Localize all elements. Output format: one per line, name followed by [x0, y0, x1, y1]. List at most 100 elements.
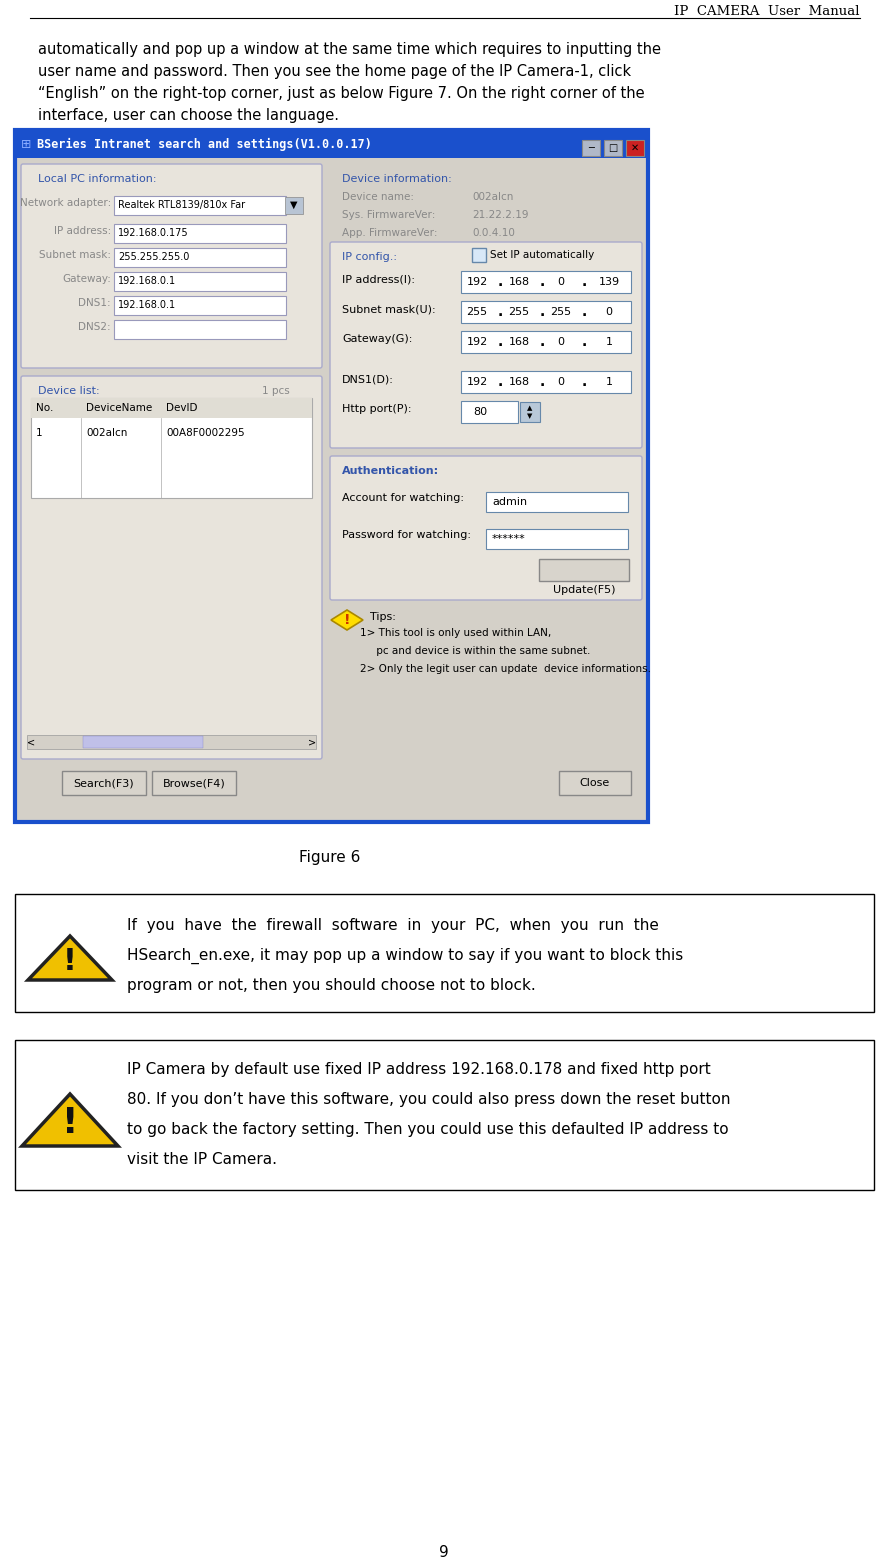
- Text: IP address:: IP address:: [53, 226, 111, 237]
- Text: Realtek RTL8139/810x Far: Realtek RTL8139/810x Far: [118, 199, 245, 210]
- Text: DNS1(D):: DNS1(D):: [342, 374, 394, 385]
- Text: Subnet mask:: Subnet mask:: [39, 251, 111, 260]
- Text: 1 pcs: 1 pcs: [262, 386, 290, 395]
- Text: admin: admin: [492, 497, 527, 508]
- Text: DNS1:: DNS1:: [78, 297, 111, 308]
- Text: HSearch_en.exe, it may pop up a window to say if you want to block this: HSearch_en.exe, it may pop up a window t…: [127, 948, 684, 964]
- Text: 192.168.0.1: 192.168.0.1: [118, 276, 176, 286]
- Text: .: .: [540, 335, 545, 349]
- Bar: [15, 1040, 874, 1190]
- FancyBboxPatch shape: [21, 375, 322, 758]
- FancyBboxPatch shape: [539, 559, 629, 581]
- FancyBboxPatch shape: [486, 529, 628, 550]
- FancyBboxPatch shape: [152, 771, 236, 796]
- Text: IP config.:: IP config.:: [342, 252, 397, 262]
- Text: .: .: [497, 335, 502, 349]
- Text: .: .: [540, 305, 545, 319]
- Text: 002alcn: 002alcn: [86, 428, 127, 438]
- Text: Gateway:: Gateway:: [62, 274, 111, 283]
- Text: Sys. FirmwareVer:: Sys. FirmwareVer:: [342, 210, 436, 220]
- FancyBboxPatch shape: [114, 272, 286, 291]
- Text: program or not, then you should choose not to block.: program or not, then you should choose n…: [127, 978, 536, 993]
- Text: App. FirmwareVer:: App. FirmwareVer:: [342, 227, 437, 238]
- Bar: [31, 399, 312, 498]
- Text: !: !: [344, 613, 350, 627]
- Text: 21.22.2.19: 21.22.2.19: [472, 210, 528, 220]
- FancyBboxPatch shape: [582, 140, 600, 156]
- Text: pc and device is within the same subnet.: pc and device is within the same subnet.: [360, 646, 590, 655]
- Text: 139: 139: [598, 277, 620, 286]
- FancyBboxPatch shape: [486, 492, 628, 512]
- Text: ─: ─: [588, 143, 594, 153]
- Text: .: .: [497, 276, 502, 290]
- FancyBboxPatch shape: [330, 456, 642, 599]
- Text: 0.0.4.10: 0.0.4.10: [472, 227, 515, 238]
- Text: user name and password. Then you see the home page of the IP Camera-1, click: user name and password. Then you see the…: [38, 64, 631, 79]
- FancyBboxPatch shape: [461, 371, 631, 392]
- Text: IP address(I):: IP address(I):: [342, 274, 415, 283]
- Bar: [15, 894, 874, 1012]
- Bar: [520, 402, 540, 422]
- Text: 168: 168: [509, 277, 530, 286]
- Polygon shape: [331, 610, 363, 631]
- Text: 80: 80: [473, 406, 487, 417]
- Text: 255.255.255.0: 255.255.255.0: [118, 252, 189, 262]
- Text: Browse(F4): Browse(F4): [163, 778, 226, 788]
- Text: .: .: [497, 305, 502, 319]
- Text: .: .: [497, 375, 502, 389]
- Text: to go back the factory setting. Then you could use this defaulted IP address to: to go back the factory setting. Then you…: [127, 1123, 729, 1137]
- Text: ⊞: ⊞: [21, 137, 31, 151]
- Text: 192.168.0.175: 192.168.0.175: [118, 227, 188, 238]
- Text: Device list:: Device list:: [38, 386, 100, 395]
- Text: Local PC information:: Local PC information:: [38, 174, 156, 184]
- Text: 255: 255: [467, 307, 487, 318]
- Text: If  you  have  the  firewall  software  in  your  PC,  when  you  run  the: If you have the firewall software in you…: [127, 919, 659, 933]
- Bar: [15, 129, 648, 157]
- FancyBboxPatch shape: [559, 771, 631, 796]
- Polygon shape: [22, 1095, 118, 1146]
- Text: .: .: [540, 276, 545, 290]
- FancyBboxPatch shape: [461, 332, 631, 353]
- Text: 192.168.0.1: 192.168.0.1: [118, 301, 176, 310]
- Text: 1> This tool is only used within LAN,: 1> This tool is only used within LAN,: [360, 627, 551, 638]
- Text: 1: 1: [36, 428, 43, 438]
- Text: 192: 192: [467, 377, 488, 388]
- FancyBboxPatch shape: [626, 140, 644, 156]
- Bar: [15, 129, 648, 822]
- Text: Gateway(G):: Gateway(G):: [342, 335, 412, 344]
- Text: 192: 192: [467, 336, 488, 347]
- Text: ******: ******: [492, 534, 525, 543]
- Text: Tips:: Tips:: [370, 612, 396, 621]
- Text: 0: 0: [557, 336, 565, 347]
- Text: !: !: [63, 947, 77, 976]
- Text: 192: 192: [467, 277, 488, 286]
- Text: ▼: ▼: [527, 413, 533, 419]
- Text: Account for watching:: Account for watching:: [342, 494, 464, 503]
- FancyBboxPatch shape: [461, 301, 631, 322]
- Text: 0: 0: [605, 307, 613, 318]
- Bar: [472, 248, 486, 262]
- FancyBboxPatch shape: [114, 248, 286, 266]
- Text: 80. If you don’t have this software, you could also press down the reset button: 80. If you don’t have this software, you…: [127, 1091, 731, 1107]
- Text: IP  CAMERA  User  Manual: IP CAMERA User Manual: [675, 5, 860, 19]
- Text: 2> Only the legit user can update  device informations.: 2> Only the legit user can update device…: [360, 663, 651, 674]
- Text: .: .: [581, 276, 587, 290]
- Text: ▼: ▼: [290, 199, 298, 210]
- Text: 168: 168: [509, 336, 530, 347]
- Text: Http port(P):: Http port(P):: [342, 403, 412, 414]
- Text: Device name:: Device name:: [342, 192, 414, 202]
- Text: .: .: [581, 335, 587, 349]
- Text: Network adapter:: Network adapter:: [20, 198, 111, 209]
- Text: automatically and pop up a window at the same time which requires to inputting t: automatically and pop up a window at the…: [38, 42, 661, 58]
- Text: 0: 0: [557, 277, 565, 286]
- Text: Update(F5): Update(F5): [553, 585, 615, 595]
- Text: .: .: [540, 375, 545, 389]
- Text: !: !: [61, 1105, 78, 1140]
- Text: 9: 9: [439, 1545, 449, 1557]
- Text: Subnet mask(U):: Subnet mask(U):: [342, 304, 436, 315]
- Text: Password for watching:: Password for watching:: [342, 529, 471, 540]
- Text: “English” on the right-top corner, just as below Figure 7. On the right corner o: “English” on the right-top corner, just …: [38, 86, 645, 101]
- Text: DNS2:: DNS2:: [78, 322, 111, 332]
- Bar: [27, 735, 316, 749]
- FancyBboxPatch shape: [330, 241, 642, 448]
